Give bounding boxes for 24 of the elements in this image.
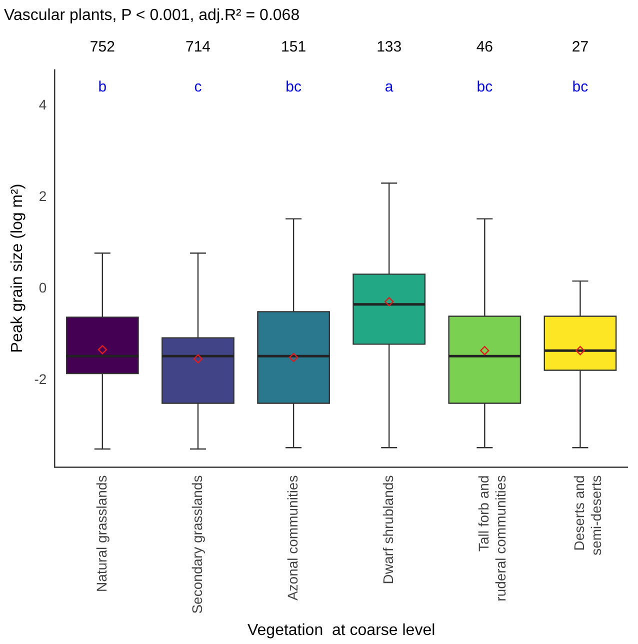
annotation: a (384, 78, 394, 96)
y-tick-label: 0 (38, 280, 47, 296)
x-tick-label: Tall forb and ruderal communities (476, 475, 508, 602)
annotation: b (98, 78, 107, 96)
x-tick-label: Natural grasslands (93, 475, 110, 592)
annotation: c (194, 78, 202, 96)
annotation: bc (572, 78, 589, 96)
text: 151 (281, 38, 306, 56)
text: 133 (376, 38, 402, 56)
y-tick-label: 4 (38, 96, 47, 113)
annotation: bc (476, 78, 494, 96)
y-axis-title: Peak grain size (log m²) (9, 184, 26, 353)
x-axis-title: Vegetation at coarse level (247, 622, 436, 639)
y-tick-label: 2 (38, 188, 47, 204)
text: 752 (90, 38, 115, 56)
annotation: bc (286, 78, 302, 96)
x-tick-label: Azonal communities (284, 475, 300, 601)
text: 46 (476, 38, 494, 56)
y-tick-label: -2 (34, 371, 47, 388)
text: 714 (185, 38, 210, 56)
x-tick-label: Secondary grasslands (188, 475, 205, 614)
chart-title: Vascular plants, P < 0.001, adj.R² = 0.068 (4, 7, 300, 24)
text: 27 (572, 38, 589, 56)
x-tick-label: Dwarf shrublands (380, 475, 396, 584)
